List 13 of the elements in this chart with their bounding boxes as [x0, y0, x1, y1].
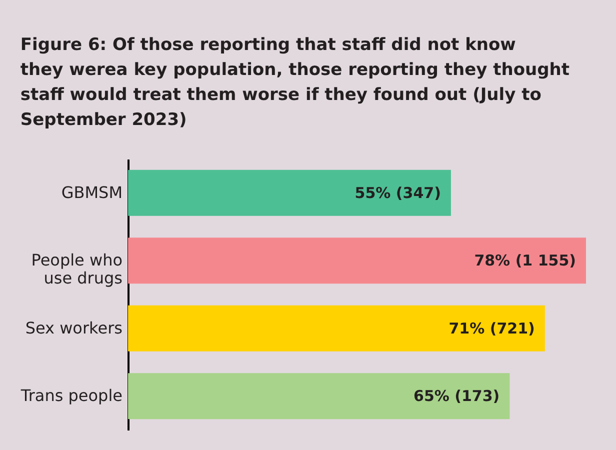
- chart-title: Figure 6: Of those reporting that staff did not know they werea key population, those reporting they thought staff would treat them worse if they found out (July to September 2023): [20, 35, 570, 130]
- data-label: 65% (173): [414, 387, 500, 406]
- y-tick-label: People who use drugs: [31, 250, 122, 288]
- data-label: 78% (1 155): [474, 252, 576, 270]
- bar: [128, 170, 451, 216]
- y-tick-label: Sex workers: [25, 318, 122, 338]
- bar: [128, 373, 510, 420]
- bar: [128, 238, 586, 284]
- y-tick-label: Trans people: [20, 386, 122, 406]
- data-label: 71% (721): [448, 319, 535, 338]
- data-label: 55% (347): [354, 184, 441, 202]
- bar: [128, 305, 545, 352]
- y-tick-label: GBMSM: [61, 182, 122, 202]
